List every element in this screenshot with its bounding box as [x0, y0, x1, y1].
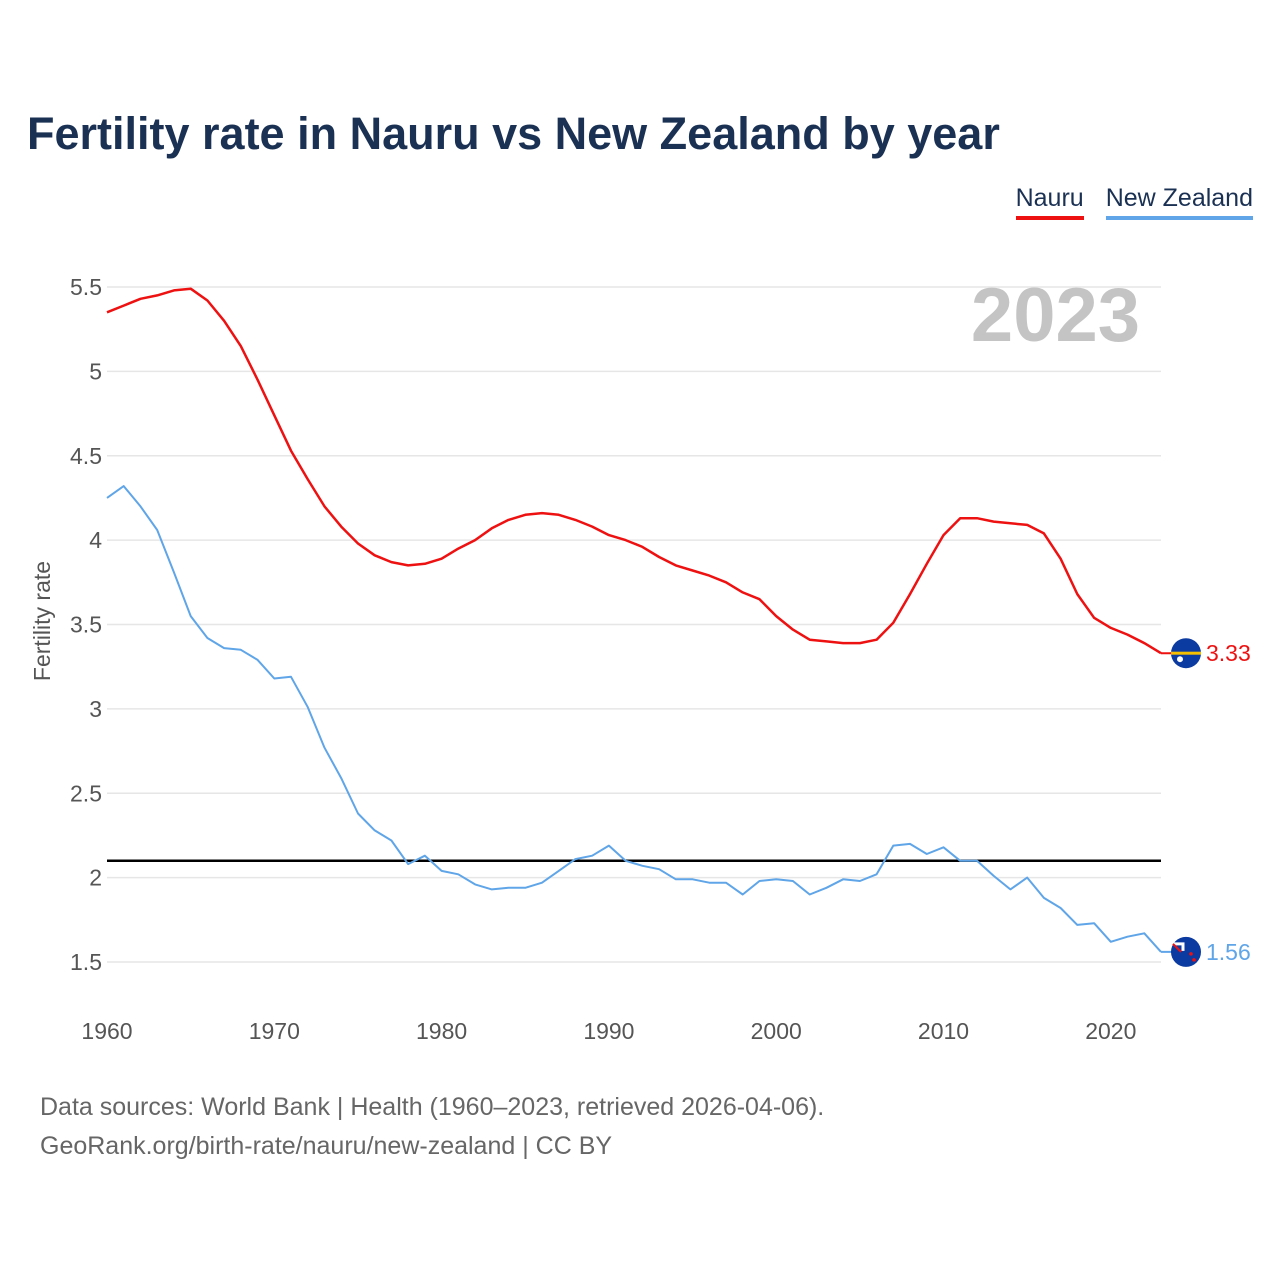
x-axis-ticks: 1960 1970 1980 1990 2000 2010 2020 [81, 1018, 1136, 1044]
y-tick-label: 3 [89, 696, 102, 722]
flag-nauru-icon [1171, 638, 1201, 669]
x-tick-label: 2010 [918, 1018, 969, 1044]
y-tick-label: 2.5 [70, 780, 102, 806]
y-tick-label: 1.5 [70, 949, 102, 975]
y-axis-label: Fertility rate [29, 561, 55, 681]
flag-new-zealand-icon [1171, 936, 1201, 967]
end-value-nauru: 3.33 [1206, 640, 1251, 666]
y-tick-label: 4.5 [70, 443, 102, 469]
year-watermark: 2023 [971, 273, 1140, 358]
x-tick-label: 1980 [416, 1018, 467, 1044]
y-axis-ticks: 1.5 2 2.5 3 3.5 4 4.5 5 5.5 [70, 274, 102, 975]
y-tick-label: 4 [89, 527, 102, 553]
source-line-1: Data sources: World Bank | Health (1960–… [40, 1093, 825, 1121]
grid-lines [107, 286, 1161, 963]
source-line-2[interactable]: GeoRank.org/birth-rate/nauru/new-zealand… [40, 1132, 613, 1160]
legend-item-new-zealand[interactable]: New Zealand [1105, 184, 1253, 220]
line-chart: 1.5 2 2.5 3 3.5 4 4.5 5 5.5 1960 1970 1980 1990 2000… [29, 273, 1251, 1044]
chart-title: Fertility rate in Nauru vs New Zealand b… [27, 108, 1000, 159]
legend: Nauru New Zealand [1015, 184, 1253, 220]
y-tick-label: 3.5 [70, 612, 102, 638]
y-tick-label: 5 [89, 358, 102, 384]
end-markers: 3.33 1.56 [1161, 638, 1251, 967]
series-layer [106, 287, 1162, 953]
x-tick-label: 1970 [249, 1018, 300, 1044]
y-tick-label: 2 [89, 865, 102, 891]
legend-item-nauru[interactable]: Nauru [1015, 184, 1084, 220]
x-tick-label: 2000 [751, 1018, 802, 1044]
x-tick-label: 1960 [81, 1018, 132, 1044]
y-tick-label: 5.5 [70, 274, 102, 300]
series-line-nauru[interactable] [106, 287, 1162, 655]
source-note: Data sources: World Bank | Health (1960–… [40, 1088, 824, 1166]
x-tick-label: 2020 [1085, 1018, 1136, 1044]
end-value-new-zealand: 1.56 [1206, 939, 1251, 965]
series-line-new-zealand[interactable] [106, 485, 1162, 953]
x-tick-label: 1990 [583, 1018, 634, 1044]
